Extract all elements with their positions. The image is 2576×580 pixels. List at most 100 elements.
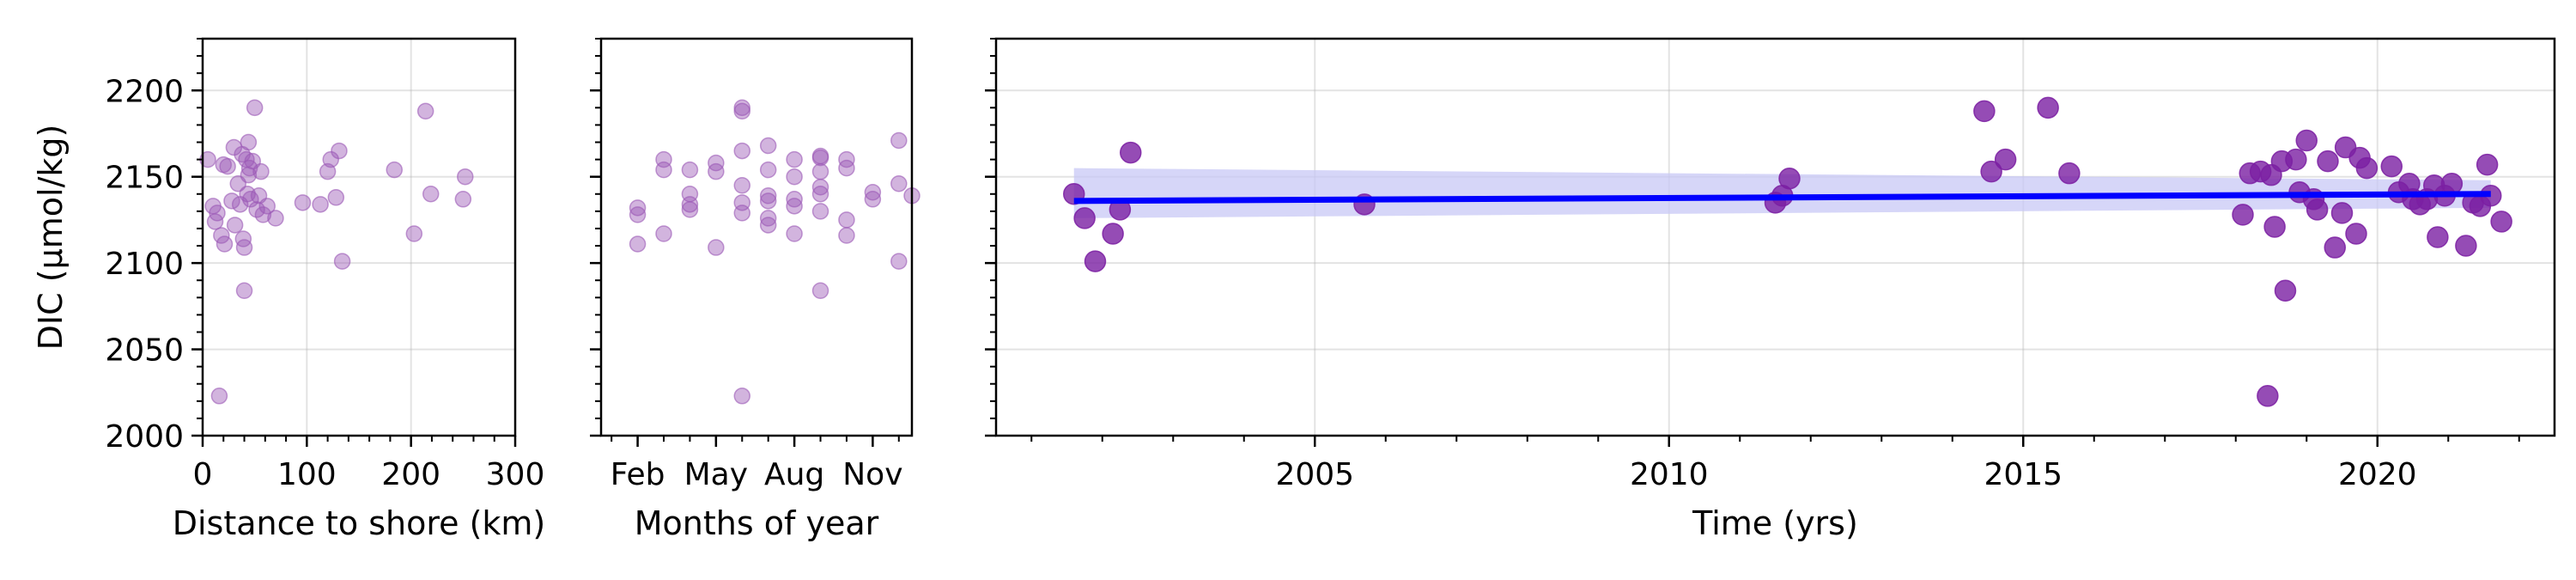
y-tick-label-4: 2200 [105, 74, 184, 109]
distance-x-tick-label-1: 100 [277, 457, 337, 492]
months-point-28 [786, 191, 803, 208]
distance-point-44 [457, 168, 474, 186]
time-point-23 [2285, 148, 2307, 171]
months-point-18 [733, 99, 751, 117]
distance-x-tick-label-3: 300 [486, 457, 545, 492]
time-point-12 [1994, 148, 2017, 171]
distance-point-35 [322, 150, 339, 168]
months-point-30 [786, 198, 803, 215]
time-x-tick-label-3: 2020 [2338, 457, 2417, 492]
months-x-tick-label-0: Feb [611, 457, 665, 492]
months-point-4 [655, 161, 672, 179]
distance-point-8 [219, 157, 236, 175]
time-point-1 [1073, 207, 1096, 229]
months-point-11 [708, 162, 725, 180]
months-point-16 [733, 142, 751, 160]
distance-point-16 [235, 282, 253, 300]
distance-point-7 [216, 235, 234, 253]
distance-point-38 [333, 253, 351, 270]
time-x-tick-label-2: 2015 [1984, 457, 2063, 492]
distance-point-28 [252, 162, 270, 180]
months-point-22 [759, 192, 777, 210]
time-point-28 [2317, 150, 2339, 173]
time-point-11 [1980, 160, 2002, 183]
time-point-42 [2427, 226, 2449, 248]
panel-months-of-year: Feb May Aug Nov Months of year [590, 37, 920, 542]
y-tick-label-0: 2000 [105, 419, 184, 455]
months-point-8 [681, 161, 699, 179]
time-point-27 [2306, 198, 2329, 221]
months-point-9 [681, 196, 699, 213]
months-point-20 [759, 161, 777, 179]
months-point-36 [811, 203, 829, 220]
distance-point-30 [258, 198, 276, 215]
distance-point-42 [422, 186, 440, 203]
months-point-43 [864, 191, 882, 208]
months-point-35 [811, 186, 829, 203]
time-point-3 [1102, 223, 1124, 245]
months-point-12 [708, 239, 725, 256]
time-point-9 [1778, 167, 1801, 190]
time-point-29 [2324, 236, 2346, 259]
time-point-10 [1973, 100, 1996, 123]
distance-point-23 [242, 191, 259, 208]
time-point-30 [2330, 202, 2354, 224]
time-point-50 [2490, 211, 2512, 233]
months-x-tick-label-3: Nov [842, 457, 902, 492]
time-point-45 [2455, 235, 2477, 257]
time-point-2 [1084, 250, 1107, 272]
time-axes-frame [994, 37, 2556, 437]
time-point-19 [2257, 385, 2279, 407]
distance-point-5 [213, 227, 230, 244]
months-point-26 [786, 150, 803, 168]
y-tick-label-3: 2150 [105, 161, 184, 196]
months-point-5 [655, 225, 672, 242]
months-point-27 [786, 168, 803, 186]
time-x-tick-label-1: 2010 [1630, 457, 1709, 492]
distance-axes-frame [201, 37, 517, 437]
months-point-44 [890, 131, 908, 150]
distance-point-10 [225, 138, 243, 156]
time-point-5 [1120, 141, 1142, 164]
months-point-1 [629, 199, 647, 217]
distance-point-36 [327, 189, 345, 206]
time-point-15 [2232, 204, 2254, 226]
months-point-29 [786, 225, 803, 242]
months-point-38 [838, 150, 855, 168]
panel-distance-to-shore: 2000 2050 2100 2150 2200 0 100 200 300 Distance t… [32, 37, 546, 542]
y-tick-label-1: 2050 [105, 333, 184, 369]
distance-point-33 [312, 196, 329, 213]
months-point-14 [733, 194, 751, 211]
time-x-tick-label-0: 2005 [1275, 457, 1354, 492]
time-x-axis-label: Time (yrs) [1692, 504, 1858, 542]
time-point-44 [2440, 172, 2464, 195]
distance-x-axis-label: Distance to shore (km) [173, 504, 546, 542]
months-point-10 [708, 154, 725, 172]
time-point-20 [2263, 216, 2286, 238]
distance-point-9 [223, 192, 240, 210]
months-point-46 [890, 253, 908, 270]
y-tick-label-2: 2100 [105, 247, 184, 282]
time-point-34 [2355, 156, 2379, 180]
months-axes-frame [599, 37, 914, 437]
distance-point-21 [240, 133, 258, 151]
months-x-tick-label-1: May [684, 457, 748, 492]
distance-point-4 [210, 388, 228, 405]
distance-point-31 [267, 210, 284, 227]
distance-point-32 [294, 194, 312, 211]
time-point-32 [2345, 223, 2367, 245]
months-point-32 [811, 149, 829, 167]
months-point-37 [811, 282, 829, 300]
distance-point-39 [386, 161, 404, 179]
months-point-34 [811, 178, 829, 196]
months-point-41 [838, 227, 855, 244]
distance-point-43 [454, 191, 472, 208]
time-point-22 [2274, 279, 2297, 302]
months-point-15 [733, 176, 751, 194]
distance-point-41 [416, 102, 434, 120]
distance-x-tick-label-0: 0 [193, 457, 213, 492]
time-point-13 [2037, 96, 2059, 119]
distance-point-17 [235, 239, 253, 256]
months-point-25 [759, 210, 777, 227]
y-axis-label: DIC (µmol/kg) [32, 125, 70, 351]
